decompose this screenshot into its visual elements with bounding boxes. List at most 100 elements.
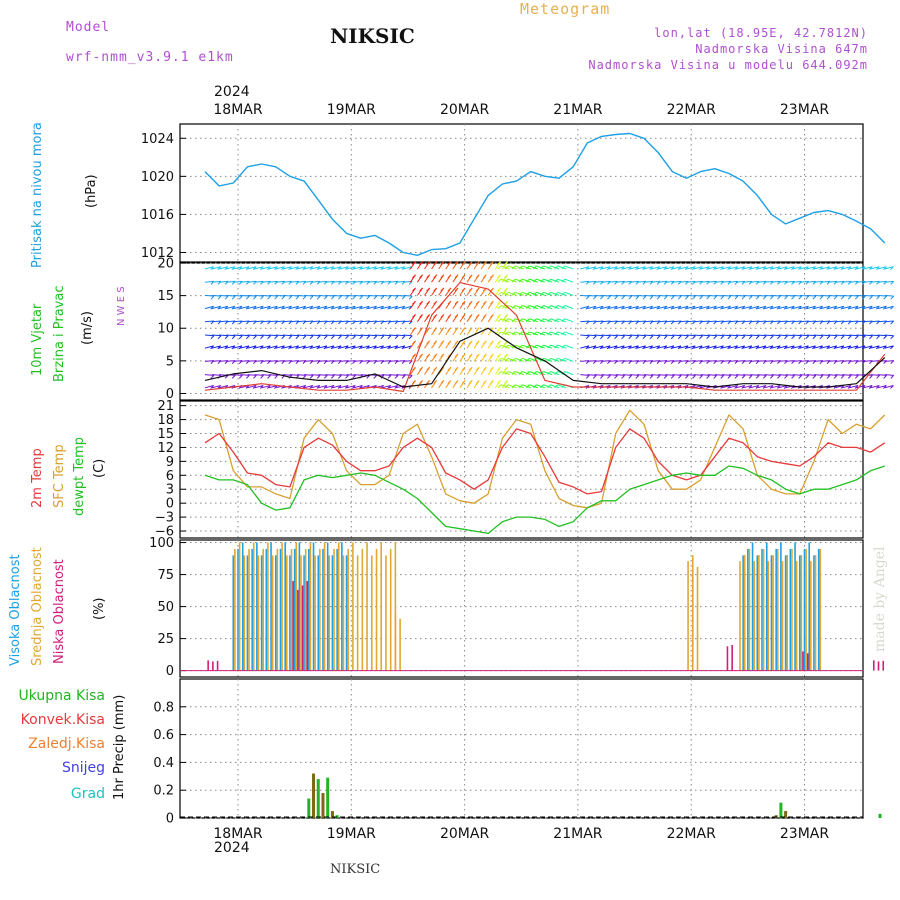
wind-barb-flag <box>468 366 473 371</box>
wind-barb-flag <box>613 266 618 271</box>
wind-barb-flag <box>518 371 523 375</box>
wind-barb-flag <box>547 265 551 270</box>
wind-barb-flag <box>295 345 299 350</box>
wind-barb-flag <box>245 266 250 271</box>
wind-barb <box>736 334 746 337</box>
wind-barb <box>608 360 618 362</box>
wind-barb <box>594 360 604 362</box>
wind-barb-flag <box>497 265 502 270</box>
wind-barb <box>884 266 894 270</box>
wind-barb-flag <box>600 335 604 340</box>
wind-barb <box>311 360 321 362</box>
wind-barb-flag <box>748 335 753 340</box>
wind-barb-flag <box>762 385 767 389</box>
wind-barb-flag <box>698 266 703 271</box>
wind-barb-flag <box>433 327 438 331</box>
wind-barb-flag <box>769 295 774 300</box>
wind-barb <box>522 357 531 362</box>
wind-barb <box>714 266 724 270</box>
wind-barb-flag <box>224 345 229 350</box>
wind-barb-flag <box>419 353 423 358</box>
wind-barb-flag <box>475 366 480 371</box>
wind-barb <box>863 320 873 323</box>
wind-barb <box>536 305 546 310</box>
wind-barb-flag <box>727 295 732 300</box>
wind-barb-flag <box>748 266 753 271</box>
wind-barb-flag <box>585 335 590 340</box>
wind-barb-flag <box>337 345 342 350</box>
wind-barb <box>884 384 894 389</box>
wind-barb-flag <box>497 380 501 384</box>
wind-barb-flag <box>468 287 473 292</box>
wind-barb <box>261 334 271 337</box>
bottom-date-label: 21MAR <box>553 826 602 842</box>
wind-barb-flag <box>309 305 314 310</box>
wind-barb-flag <box>561 291 566 296</box>
wind-barb-flag <box>351 266 356 271</box>
wind-barb <box>764 280 774 283</box>
wind-barb-flag <box>482 366 487 371</box>
wind-barb-flag <box>210 345 215 350</box>
wind-barb <box>856 345 866 349</box>
wind-barb-flag <box>468 274 473 279</box>
wind-barb-flag <box>621 295 625 300</box>
wind-barb-flag <box>380 335 385 340</box>
wind-barb-flag <box>533 305 537 309</box>
wind-barb <box>884 320 894 323</box>
wind-barb <box>672 320 682 323</box>
wind-barb <box>658 294 668 297</box>
wind-barb <box>247 360 257 362</box>
wind-barb-flag <box>461 366 466 371</box>
wind-barb-flag <box>504 366 508 371</box>
wind-barb <box>536 278 546 283</box>
wind-barb <box>870 360 880 362</box>
wind-barb <box>743 280 753 283</box>
wind-barb-flag <box>387 375 392 379</box>
wind-barb-flag <box>755 385 760 389</box>
wind-barb <box>219 360 229 362</box>
wind-barb <box>686 320 696 323</box>
wind-barb <box>799 305 809 310</box>
wind-barb <box>679 305 689 310</box>
wind-barb <box>820 360 831 362</box>
wind-barb <box>339 360 349 362</box>
wind-barb <box>304 334 314 337</box>
wind-barb-flag <box>812 305 816 310</box>
wind-barb-flag <box>635 266 639 271</box>
wind-barb-flag <box>419 287 423 292</box>
wind-barb-flag <box>826 295 831 300</box>
wind-barb-flag <box>394 295 399 300</box>
wind-barb-flag <box>635 345 639 350</box>
wind-barb-flag <box>649 266 654 271</box>
wind-barb-flag <box>504 265 509 270</box>
wind-barb <box>240 345 250 349</box>
wind-barb-flag <box>260 375 264 379</box>
wind-barb <box>311 305 320 310</box>
wind-barb-flag <box>691 266 696 271</box>
wind-barb <box>332 384 342 389</box>
wind-barb <box>289 266 299 270</box>
wind-barb <box>665 266 675 270</box>
model-name: wrf-nmm_v3.9.1 e1km <box>66 50 234 65</box>
wind-barb-flag <box>344 345 349 350</box>
wind-barb <box>643 334 654 337</box>
wind-barb <box>827 266 837 270</box>
wind-barb-flag <box>401 335 406 340</box>
wind-barb-flag <box>408 281 413 285</box>
wind-barb-flag <box>628 375 633 379</box>
wind-barb <box>622 345 632 349</box>
wind-barb <box>360 266 370 270</box>
wind-barb <box>728 294 738 297</box>
wind-barb <box>550 371 560 376</box>
wind-barb-flag <box>642 345 646 350</box>
wind-barb <box>736 360 746 362</box>
wind-barb <box>536 265 546 270</box>
precip-bar <box>330 811 334 818</box>
wind-barb-flag <box>366 295 371 300</box>
wind-barb-flag <box>323 305 328 310</box>
wind-barb-flag <box>337 305 342 310</box>
wind-barb-flag <box>769 345 774 350</box>
wind-barb-flag <box>840 345 845 350</box>
wind-barb <box>608 294 618 297</box>
